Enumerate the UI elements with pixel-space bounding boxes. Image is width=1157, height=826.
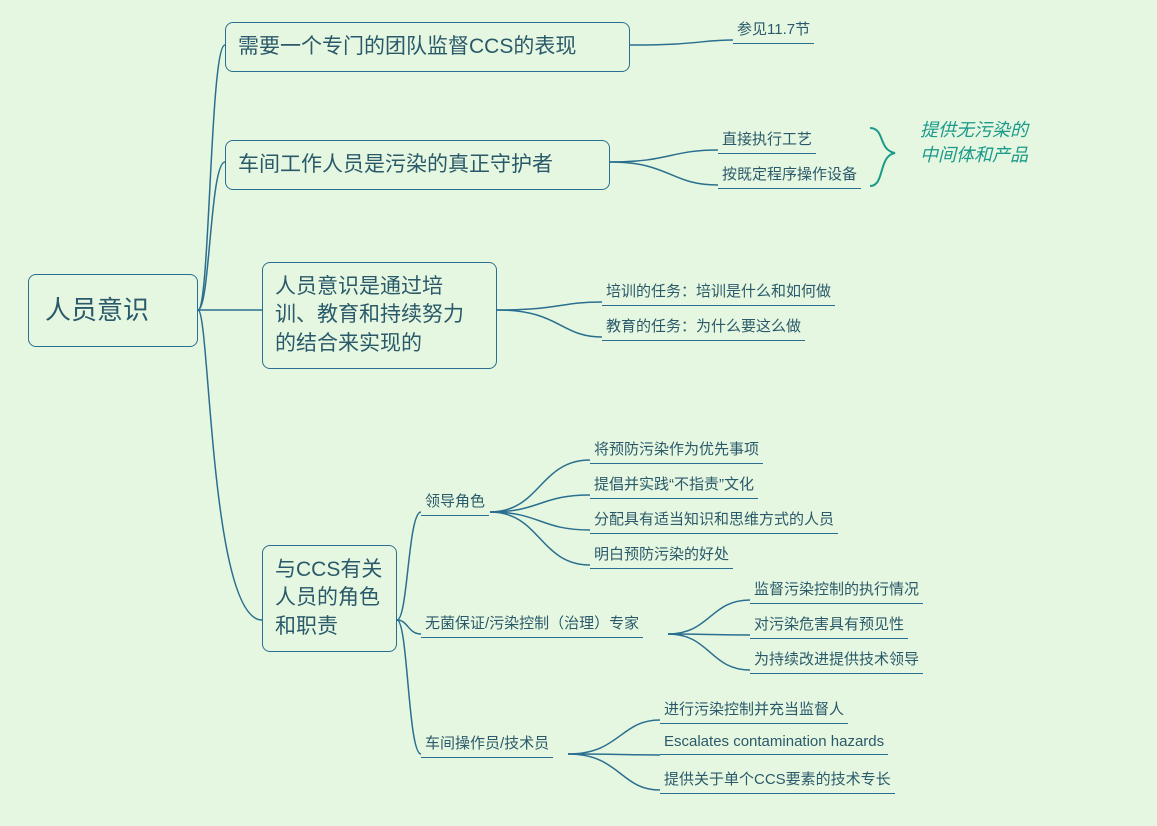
branch-1-label: 需要一个专门的团队监督CCS的表现 [238, 35, 576, 58]
branch-1: 需要一个专门的团队监督CCS的表现 [225, 22, 630, 72]
branch-3-child-1: 培训的任务：培训是什么和如何做 [602, 280, 835, 306]
b4s3-c1: 进行污染控制并充当监督人 [660, 698, 848, 724]
branch-2-child-2: 按既定程序操作设备 [718, 163, 861, 189]
b4s1-c2: 提倡并实践“不指责”文化 [590, 473, 758, 499]
branch-2-annotation: 提供无污染的中间体和产品 [920, 118, 1040, 168]
root-node: 人员意识 [28, 274, 198, 347]
branch-4-sub-2: 无菌保证/污染控制（治理）专家 [421, 612, 643, 638]
branch-4: 与CCS有关人员的角色和职责 [262, 545, 397, 652]
b4s2-c3: 为持续改进提供技术领导 [750, 648, 923, 674]
b4s3-c2: Escalates contamination hazards [660, 733, 888, 755]
branch-4-label: 与CCS有关人员的角色和职责 [275, 558, 382, 638]
branch-2-child-1: 直接执行工艺 [718, 128, 816, 154]
b4s2-c1: 监督污染控制的执行情况 [750, 578, 923, 604]
branch-3-label: 人员意识是通过培训、教育和持续努力的结合来实现的 [275, 275, 464, 355]
branch-3-child-2: 教育的任务：为什么要这么做 [602, 315, 805, 341]
branch-4-sub-3: 车间操作员/技术员 [421, 732, 553, 758]
b4s1-c1: 将预防污染作为优先事项 [590, 438, 763, 464]
branch-3: 人员意识是通过培训、教育和持续努力的结合来实现的 [262, 262, 497, 369]
branch-2-label: 车间工作人员是污染的真正守护者 [238, 153, 553, 176]
root-label: 人员意识 [45, 295, 149, 325]
b4s2-c2: 对污染危害具有预见性 [750, 613, 908, 639]
branch-4-sub-1: 领导角色 [421, 490, 489, 516]
b4s3-c3: 提供关于单个CCS要素的技术专长 [660, 768, 895, 794]
b4s1-c3: 分配具有适当知识和思维方式的人员 [590, 508, 838, 534]
branch-1-child-1: 参见11.7节 [733, 18, 814, 44]
b4s1-c4: 明白预防污染的好处 [590, 543, 733, 569]
branch-2: 车间工作人员是污染的真正守护者 [225, 140, 610, 190]
